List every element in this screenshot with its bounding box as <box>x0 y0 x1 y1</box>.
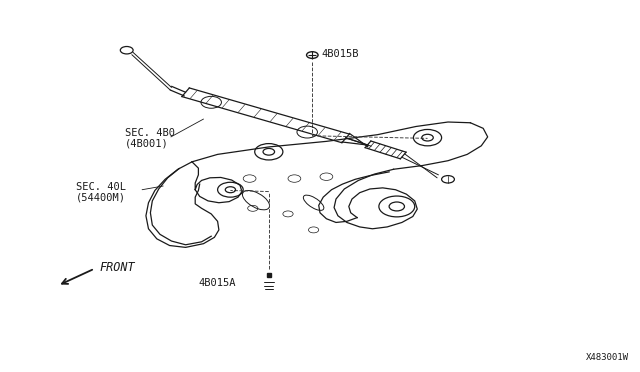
Text: SEC. 4B0: SEC. 4B0 <box>125 128 175 138</box>
Text: 4B015B: 4B015B <box>322 49 360 59</box>
Text: (54400M): (54400M) <box>76 192 125 202</box>
Text: X483001W: X483001W <box>586 353 628 362</box>
Text: (4B001): (4B001) <box>125 138 168 148</box>
Text: 4B015A: 4B015A <box>198 279 236 288</box>
Text: SEC. 40L: SEC. 40L <box>76 182 125 192</box>
Text: FRONT: FRONT <box>99 261 135 273</box>
